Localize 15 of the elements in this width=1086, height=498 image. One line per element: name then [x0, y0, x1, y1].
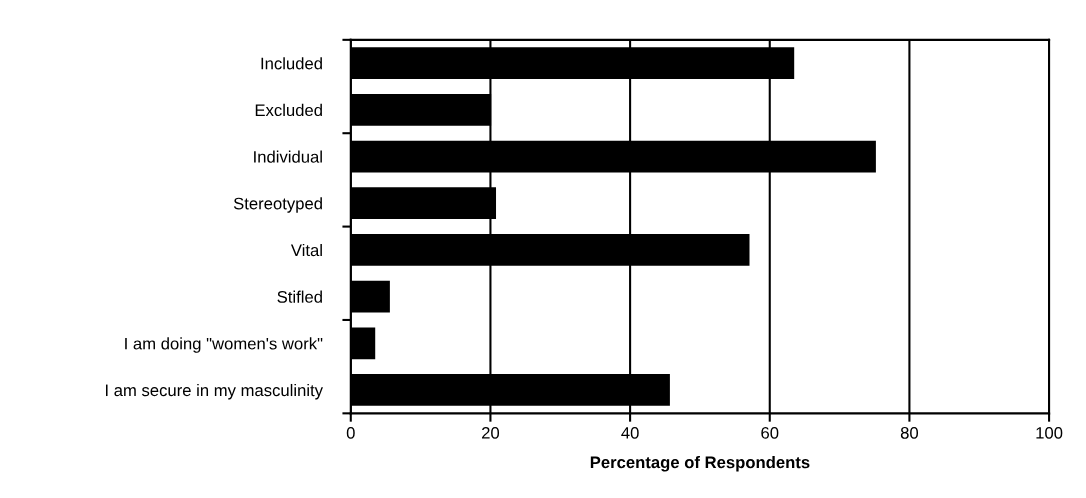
x-tick-label: 0 [346, 426, 355, 439]
y-tick-label: Individual [254, 150, 322, 163]
x-tick-label: 60 [761, 426, 779, 439]
x-tick-label: 80 [900, 426, 919, 439]
y-tick-label: Stereotyped [233, 197, 322, 213]
y-tick-label: Stifled [277, 290, 322, 303]
y-tick-label: I am doing "women's work" [125, 337, 323, 353]
x-axis-title: Percentage of Respondents [590, 455, 810, 472]
x-tick-label: 40 [621, 426, 639, 439]
y-tick-label: I am secure in my masculinity [105, 383, 323, 400]
y-tick-label: Excluded [255, 103, 322, 117]
y-tick-label: Included [261, 57, 322, 70]
y-tick-label: Vital [290, 243, 322, 257]
x-tick-label: 100 [1036, 426, 1063, 439]
x-tick-label: 20 [482, 426, 500, 439]
